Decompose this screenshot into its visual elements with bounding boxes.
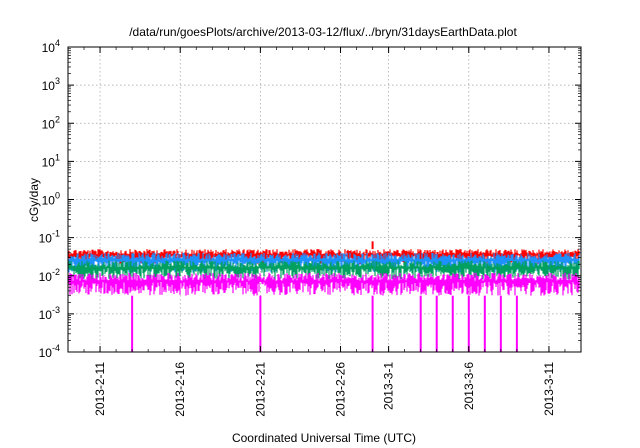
series-trace [68, 272, 580, 352]
y-tick-label: 101 [42, 152, 60, 169]
x-tick-label: 2013-3-1 [382, 362, 396, 410]
series-band [68, 260, 580, 280]
series-trace [68, 260, 580, 280]
y-ticks: 10-4 10-3 10-2 10-1 100 101 102 103 104 [39, 38, 581, 360]
x-tick-label: 2013-3-11 [542, 362, 556, 416]
y-tick-label: 100 [42, 191, 60, 208]
x-ticks: 2013-2-11 2013-2-16 2013-2-21 2013-2-26 2013… [67, 47, 582, 417]
chart-title: /data/run/goesPlots/archive/2013-03-12/f… [129, 25, 517, 39]
x-tick-label: 2013-3-6 [462, 362, 476, 410]
series-band [68, 272, 580, 296]
y-tick-label: 104 [42, 38, 60, 55]
series-group [68, 241, 580, 352]
x-tick-label: 2013-2-11 [93, 362, 107, 416]
y-tick-label: 10-1 [39, 229, 60, 246]
y-axis-label: cGy/day [27, 178, 41, 222]
x-axis-label: Coordinated Universal Time (UTC) [232, 431, 416, 445]
y-tick-label: 102 [42, 114, 60, 131]
y-tick-label: 10-3 [39, 305, 60, 322]
x-tick-label: 2013-2-16 [173, 362, 187, 417]
y-tick-label: 103 [42, 76, 60, 93]
x-tick-label: 2013-2-21 [253, 362, 267, 417]
grid [68, 47, 581, 352]
y-tick-label: 10-4 [39, 343, 60, 360]
x-tick-label: 2013-2-26 [334, 362, 348, 417]
y-tick-label: 10-2 [39, 267, 60, 284]
